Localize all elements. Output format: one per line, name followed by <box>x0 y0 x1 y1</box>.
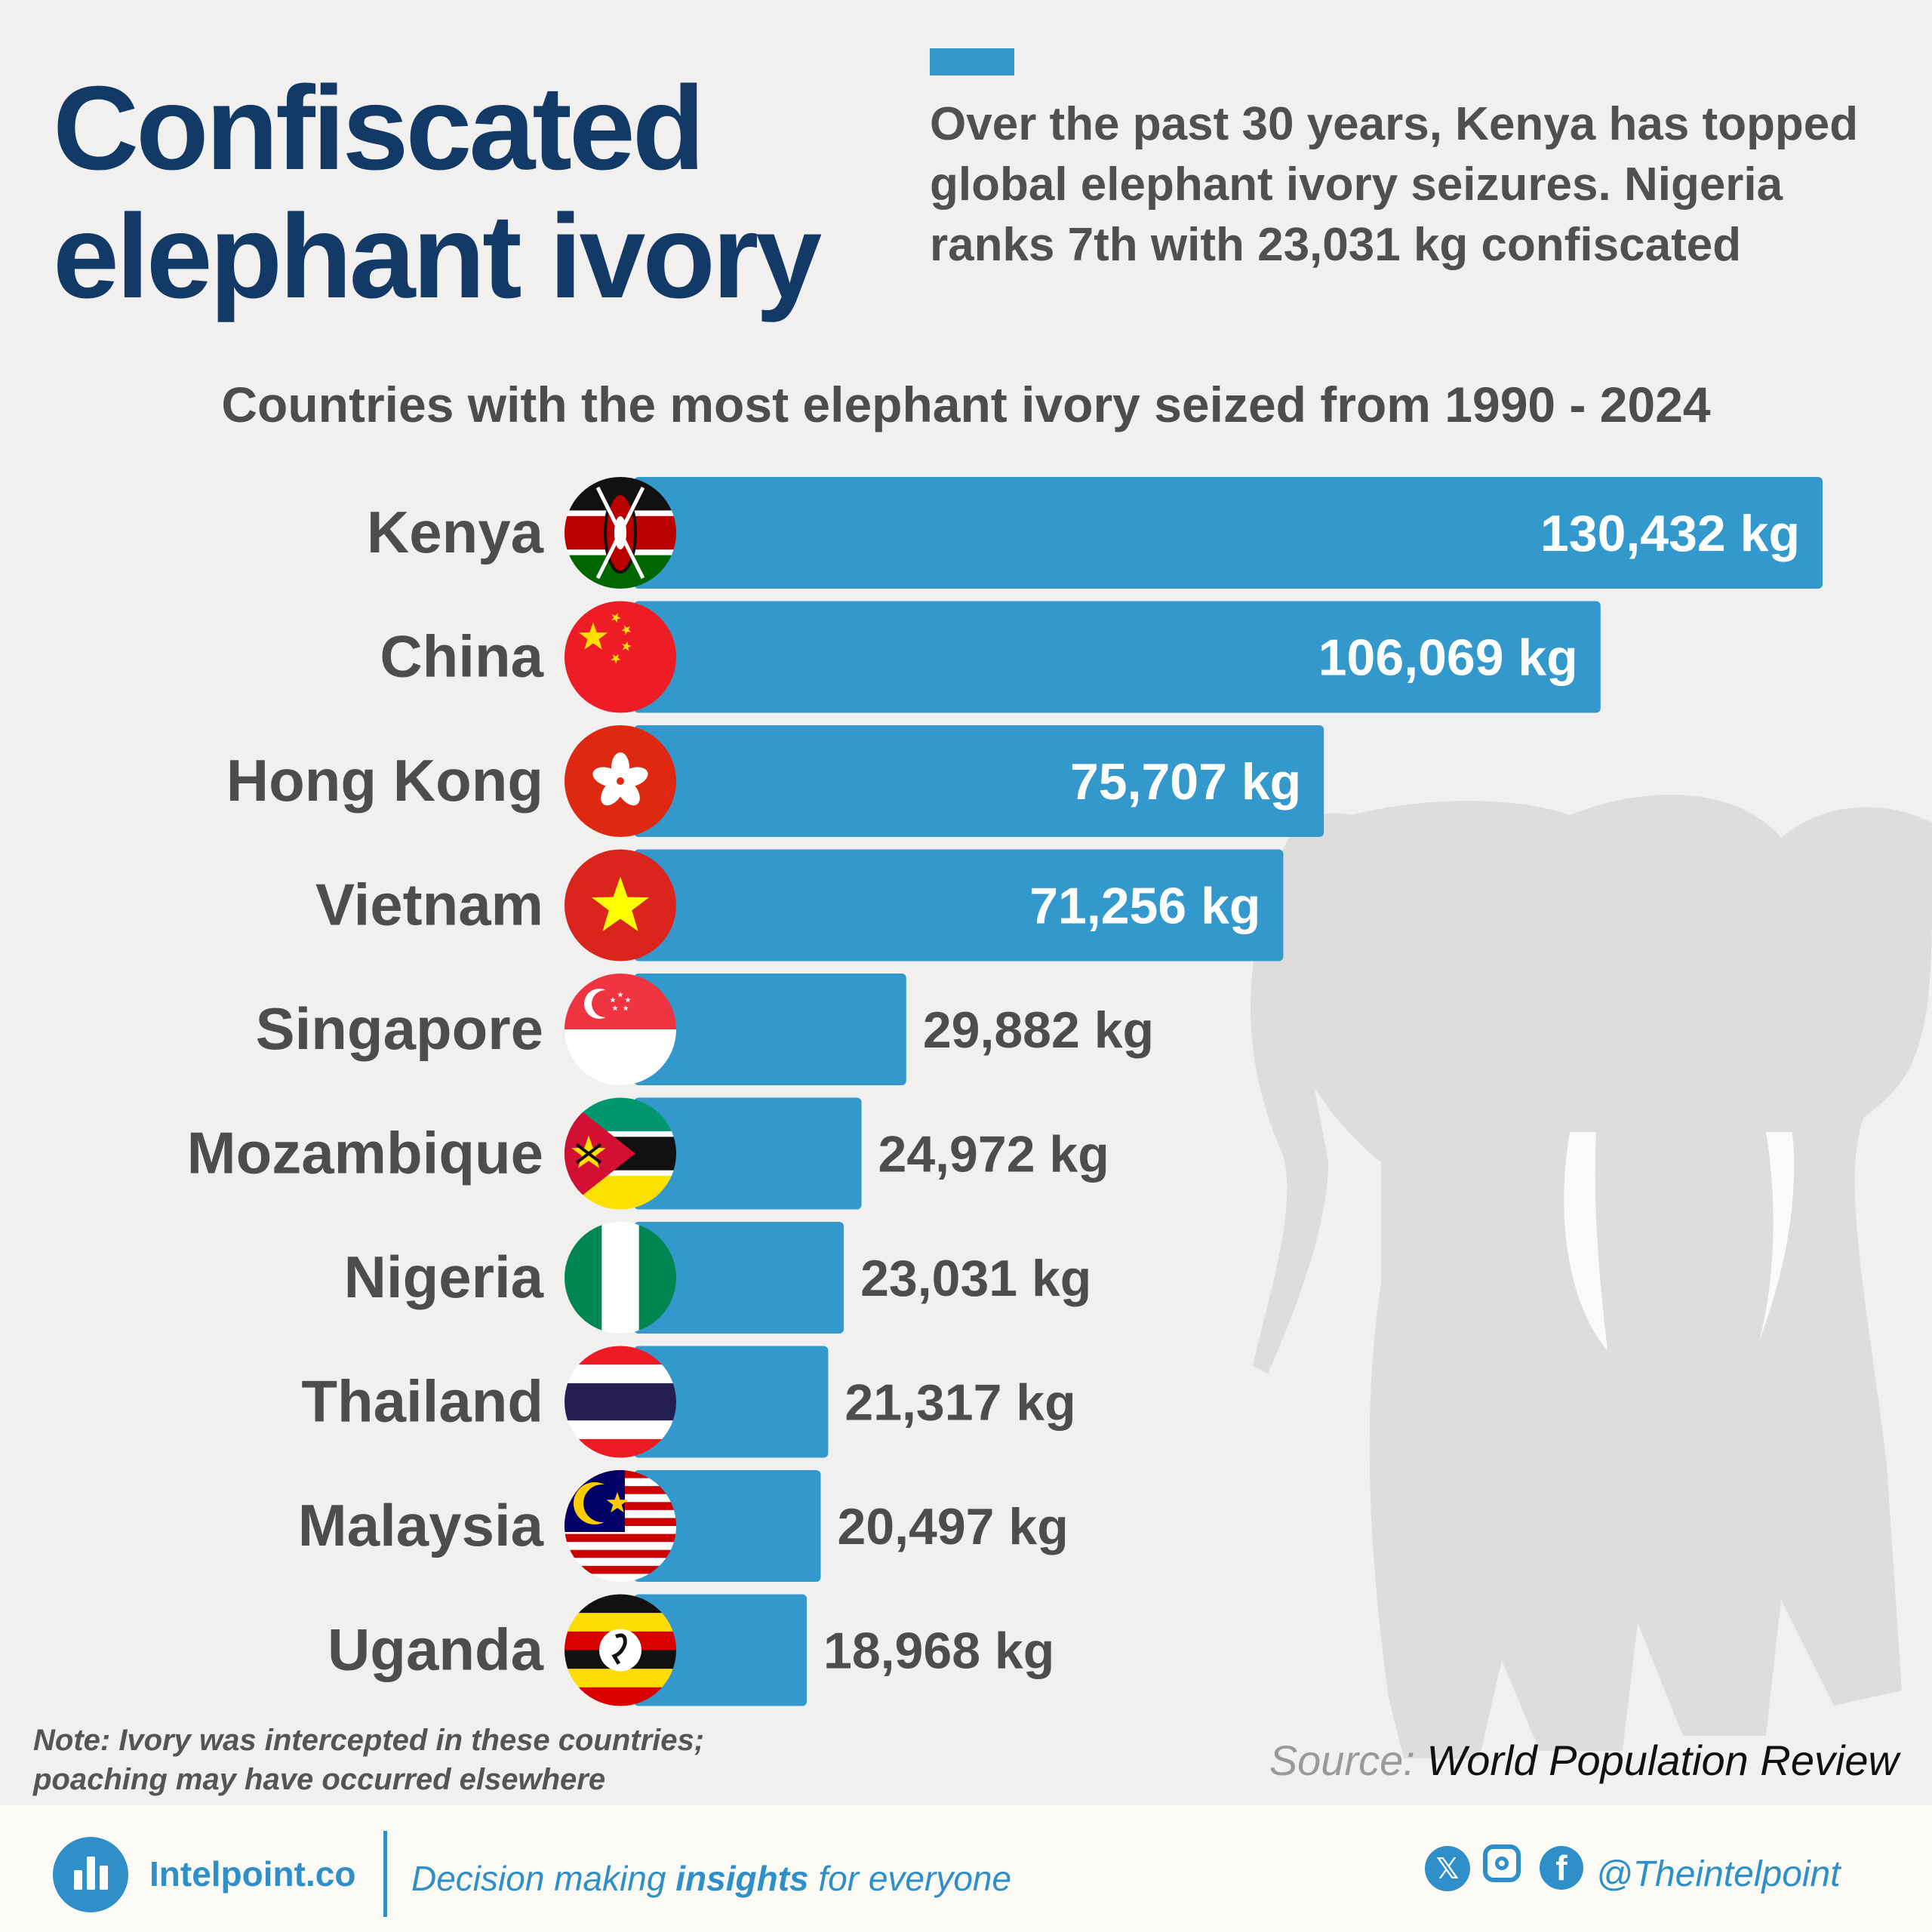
bar <box>634 1097 862 1210</box>
tagline: Decision making insights for everyone <box>411 1858 1011 1899</box>
tagline-bold: insights <box>675 1859 809 1898</box>
value-label: 20,497 kg <box>838 1498 1069 1555</box>
country-label: Mozambique <box>187 1120 543 1186</box>
chart-title: Countries with the most elephant ivory s… <box>221 377 1711 432</box>
note-line-1: Note: Ivory was intercepted in these cou… <box>33 1724 705 1757</box>
singapore-flag-icon <box>565 974 676 1085</box>
accent-bar <box>930 48 1014 75</box>
value-label: 18,968 kg <box>823 1623 1054 1680</box>
note-line-2: poaching may have occurred elsewhere <box>33 1763 606 1796</box>
bar <box>634 725 1324 837</box>
bar <box>634 1222 844 1334</box>
page-title: Confiscated elephant ivory <box>53 62 822 323</box>
footer-divider <box>383 1831 387 1917</box>
tagline-pre: Decision making <box>411 1859 676 1898</box>
bar <box>634 477 1823 589</box>
country-label: Hong Kong <box>226 747 543 814</box>
tagline-post: for everyone <box>808 1859 1012 1898</box>
country-label: Thailand <box>301 1368 543 1435</box>
value-label: 24,972 kg <box>878 1126 1109 1183</box>
bar-row-3: Hong Kong 75,707 kg <box>226 725 1324 837</box>
kenya-flag-icon <box>565 477 676 589</box>
bar-row-7: Nigeria 23,031 kg <box>344 1222 1091 1334</box>
bar-row-4: Vietnam 71,256 kg <box>315 849 1284 961</box>
bar-row-6: Mozambique 24,972 kg <box>187 1097 1109 1210</box>
instagram-icon[interactable] <box>1483 1844 1521 1882</box>
country-label: Singapore <box>256 995 543 1062</box>
bar-row-1: Kenya 130,432 kg <box>367 477 1823 589</box>
uganda-flag-icon <box>565 1594 676 1706</box>
bar <box>634 601 1601 713</box>
title-line-2: elephant ivory <box>53 190 822 323</box>
country-label: Nigeria <box>344 1244 544 1310</box>
bar <box>634 1470 821 1582</box>
value-label: 106,069 kg <box>1318 629 1578 687</box>
intelpoint-logo-icon[interactable] <box>53 1837 128 1912</box>
country-label: Kenya <box>367 499 544 565</box>
bar <box>634 1346 829 1458</box>
facebook-icon[interactable]: f <box>1540 1846 1583 1890</box>
title-line-1: Confiscated <box>53 62 705 195</box>
vietnam-flag-icon <box>565 849 676 961</box>
malaysia-flag-icon <box>565 1470 676 1582</box>
country-label: China <box>380 623 543 690</box>
value-label: 71,256 kg <box>1029 878 1260 935</box>
nigeria-flag-icon <box>565 1222 676 1334</box>
brand-name[interactable]: Intelpoint.co <box>149 1854 356 1894</box>
social-handle[interactable]: @Theintelpoint <box>1596 1854 1841 1894</box>
source-label: Source: <box>1269 1737 1415 1784</box>
country-label: Vietnam <box>315 872 543 938</box>
mozambique-flag-icon <box>565 1097 676 1210</box>
bar-row-9: Malaysia 20,497 kg <box>298 1470 1069 1582</box>
subtitle: Over the past 30 years, Kenya has topped… <box>930 98 1859 271</box>
bar <box>634 1594 808 1706</box>
value-label: 29,882 kg <box>923 1001 1154 1059</box>
bar-row-5: Singapore 29,882 kg <box>256 974 1154 1085</box>
china-flag-icon <box>565 601 676 713</box>
bar-row-2: China 106,069 kg <box>380 601 1601 713</box>
bar <box>634 849 1284 961</box>
hong-kong-flag-icon <box>565 725 676 837</box>
x-icon[interactable]: 𝕏 <box>1425 1846 1470 1891</box>
country-label: Uganda <box>328 1617 544 1683</box>
source: Source: World Population Review <box>1269 1736 1899 1785</box>
bar <box>634 974 906 1085</box>
source-name: World Population Review <box>1426 1737 1899 1784</box>
thailand-flag-icon <box>565 1346 676 1458</box>
bar-row-10: Uganda 18,968 kg <box>328 1594 1054 1706</box>
bar-chart: Kenya 130,432 kg China 106,069 kg Hong Kong 7… <box>187 477 1823 1706</box>
footer: Intelpoint.co Decision making insights f… <box>0 1805 1932 1932</box>
value-label: 130,432 kg <box>1540 505 1800 562</box>
value-label: 21,317 kg <box>844 1374 1075 1432</box>
bar-row-8: Thailand 21,317 kg <box>301 1346 1076 1458</box>
value-label: 23,031 kg <box>860 1250 1091 1307</box>
note: Note: Ivory was intercepted in these cou… <box>33 1721 704 1799</box>
value-label: 75,707 kg <box>1070 753 1301 811</box>
country-label: Malaysia <box>298 1492 544 1558</box>
